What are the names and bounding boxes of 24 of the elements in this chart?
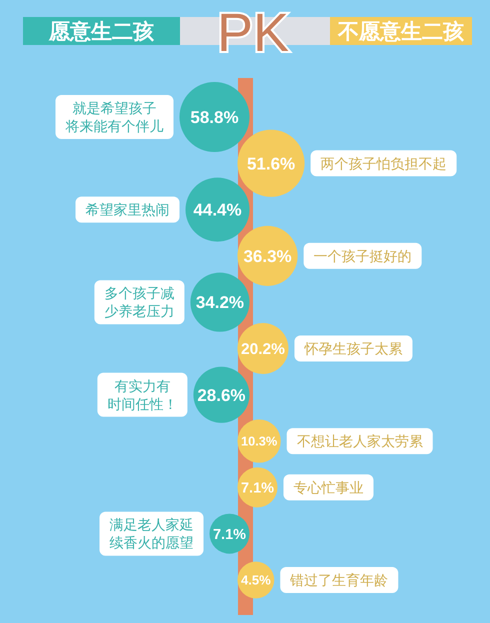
category-label: 两个孩子怕负担不起 <box>320 155 447 172</box>
category-label: 怀孕生孩子太累 <box>303 340 402 356</box>
data-label: 7.1% <box>241 480 274 497</box>
data-label: 20.2% <box>241 341 286 358</box>
category-label: 不想让老人家太劳累 <box>296 433 423 450</box>
category-label: 希望家里热闹 <box>86 202 170 218</box>
text: 不愿意生二孩 <box>337 20 464 44</box>
category-label: 就是希望孩子将来能有个伴儿 <box>64 100 164 134</box>
data-label: 36.3% <box>243 246 292 266</box>
category-label: 专心忙事业 <box>293 479 364 496</box>
data-label: 7.1% <box>213 526 246 543</box>
data-label: 34.2% <box>196 293 244 312</box>
category-label: 有实力有时间任性！ <box>107 378 178 412</box>
data-label: 10.3% <box>241 434 278 449</box>
category-label: 一个孩子挺好的 <box>314 248 412 264</box>
data-label: 51.6% <box>246 154 296 174</box>
category-label: 错过了生育年龄 <box>289 572 388 588</box>
category-label: 满足老人家延续香火的愿望 <box>110 516 194 551</box>
text: 愿意生二孩 <box>48 20 154 44</box>
data-label: 58.8% <box>190 108 239 127</box>
data-label: 4.5% <box>241 572 272 588</box>
data-label: 28.6% <box>197 386 246 405</box>
data-label: 44.4% <box>193 200 242 220</box>
category-label: 多个孩子减少养老压力 <box>104 285 174 320</box>
